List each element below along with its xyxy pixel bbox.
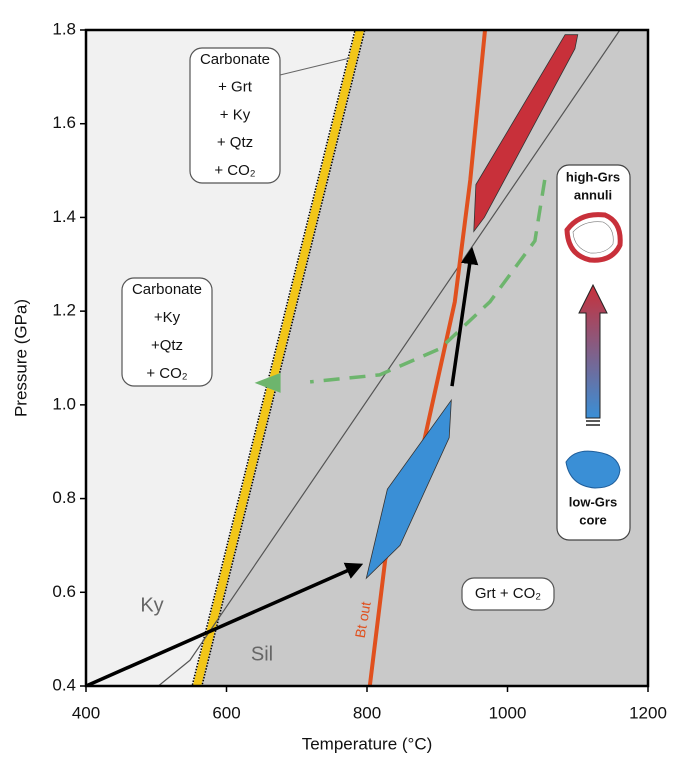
y-tick-label: 1.8 [52,19,76,38]
x-tick-label: 400 [72,703,100,722]
inset-label: annuli [574,187,612,202]
x-tick-label: 800 [353,703,381,722]
label-box-text: Grt + CO₂ [475,585,541,602]
inset: high-Grs annuli low-Grs core [557,165,630,540]
y-axis-label: Pressure (GPa) [11,299,30,417]
y-tick-label: 0.6 [52,582,76,601]
x-axis-label: Temperature (°C) [302,734,433,753]
label-box-text: Carbonate [200,51,270,68]
field-label: Sil [251,643,273,665]
y-tick-label: 1.0 [52,394,76,413]
label-box-text: + CO₂ [146,365,187,382]
y-tick-label: 1.4 [52,207,76,226]
x-tick-label: 1000 [489,703,527,722]
label-box-text: + Qtz [217,134,253,151]
y-tick-label: 0.8 [52,488,76,507]
inset-label: core [579,512,606,527]
label-box-text: +Ky [154,309,181,326]
x-tick-label: 1200 [629,703,667,722]
label-box-text: + CO₂ [214,162,255,179]
inset-label: low-Grs [569,494,617,509]
y-tick-label: 1.2 [52,301,76,320]
x-tick-label: 600 [212,703,240,722]
label-box-text: Carbonate [132,281,202,298]
y-tick-label: 0.4 [52,675,76,694]
label-box-text: +Qtz [151,337,183,354]
label-box-text: + Grt [218,79,253,96]
label-box-text: + Ky [220,106,251,123]
inset-label: high-Grs [566,169,620,184]
field-label: Ky [140,594,163,616]
y-tick-label: 1.6 [52,113,76,132]
chart: Temperature (°C) Pressure (GPa) high-Grs… [0,0,676,759]
